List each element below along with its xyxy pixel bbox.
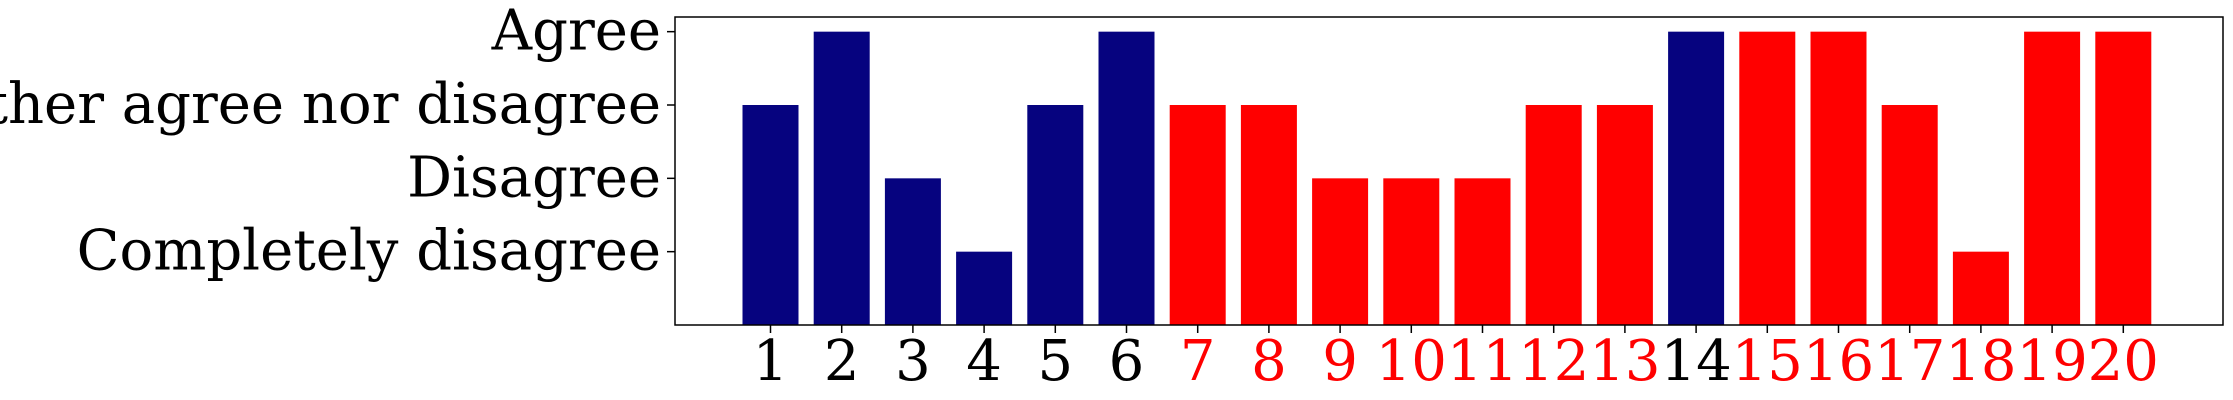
- y-tick-label: Agree: [491, 0, 661, 64]
- x-tick-label-1: 1: [753, 329, 789, 394]
- x-tick-label-15: 15: [1732, 329, 1803, 394]
- bar-4: [956, 251, 1013, 325]
- bar-16: [1810, 31, 1867, 326]
- bar-8: [1240, 105, 1297, 325]
- bar-6: [1098, 31, 1155, 326]
- bar-19: [2024, 31, 2081, 326]
- x-tick-label-13: 13: [1589, 329, 1660, 394]
- bar-9: [1312, 178, 1369, 325]
- x-tick-label-20: 20: [2088, 329, 2159, 394]
- bar-12: [1525, 105, 1582, 325]
- x-tick-label-6: 6: [1109, 329, 1145, 394]
- x-tick-label-11: 11: [1447, 329, 1518, 394]
- x-tick-label-4: 4: [966, 329, 1002, 394]
- bar-17: [1881, 105, 1938, 325]
- bar-11: [1454, 178, 1511, 325]
- x-tick-label-2: 2: [824, 329, 860, 394]
- x-tick-label-12: 12: [1518, 329, 1589, 394]
- x-tick-label-5: 5: [1037, 329, 1073, 394]
- bar-20: [2095, 31, 2152, 326]
- x-tick-label-7: 7: [1180, 329, 1216, 394]
- bar-15: [1739, 31, 1796, 326]
- x-tick-label-16: 16: [1803, 329, 1874, 394]
- bar-5: [1027, 105, 1084, 325]
- bars-group: [742, 31, 2152, 326]
- bar-7: [1169, 105, 1226, 325]
- x-tick-label-14: 14: [1660, 329, 1731, 394]
- plot-frame: [674, 16, 2224, 326]
- x-tick-label-18: 18: [1945, 329, 2016, 394]
- bar-3: [884, 178, 941, 325]
- x-tick-label-8: 8: [1251, 329, 1287, 394]
- y-axis-ticks: Completely disagree Disagree Neither agree…: [0, 0, 675, 284]
- bar-14: [1668, 31, 1725, 326]
- x-tick-label-19: 19: [2016, 329, 2087, 394]
- x-tick-label-10: 10: [1376, 329, 1447, 394]
- y-tick-label: Disagree: [407, 145, 661, 210]
- x-axis-ticks: 1 2 3 4 5 6 7 8 9 10 11 12 13 14 15 16 17 18 19 20: [753, 325, 2159, 394]
- bar-10: [1383, 178, 1440, 325]
- x-tick-label-17: 17: [1874, 329, 1945, 394]
- x-tick-label-9: 9: [1322, 329, 1358, 394]
- x-tick-label-3: 3: [895, 329, 931, 394]
- bar-18: [1952, 251, 2009, 325]
- bar-13: [1596, 105, 1653, 325]
- bar-1: [742, 105, 799, 325]
- y-tick-label: Neither agree nor disagree: [0, 72, 661, 137]
- bar-2: [813, 31, 870, 326]
- y-tick-label: Completely disagree: [77, 219, 661, 284]
